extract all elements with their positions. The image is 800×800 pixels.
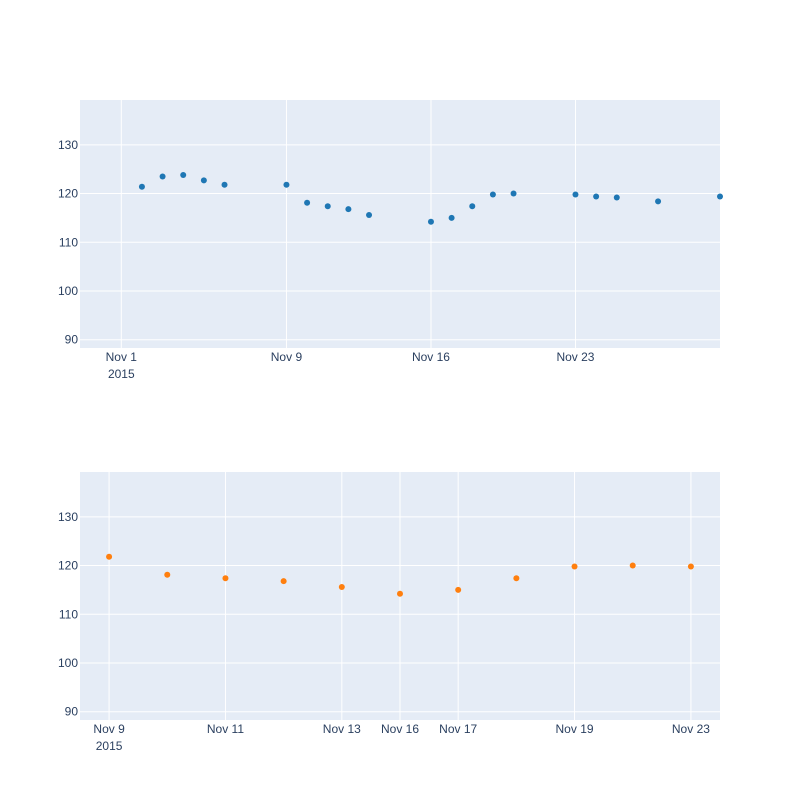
- data-point: [324, 203, 331, 210]
- data-point: [572, 191, 579, 198]
- x-tick-label: Nov 23: [556, 350, 594, 364]
- data-point: [571, 563, 578, 570]
- x-tick-label: Nov 23: [672, 722, 710, 736]
- data-point: [345, 206, 352, 213]
- x-tick-label: Nov 1: [106, 350, 138, 364]
- data-point: [593, 193, 600, 200]
- x-tick-label: Nov 9: [93, 722, 125, 736]
- y-tick-label: 120: [58, 187, 78, 201]
- y-tick-label: 100: [58, 284, 78, 298]
- data-point: [629, 562, 636, 569]
- data-point: [510, 190, 517, 197]
- data-point: [280, 578, 287, 585]
- y-tick-label: 90: [65, 333, 79, 347]
- data-point: [221, 181, 228, 188]
- y-tick-label: 90: [65, 705, 79, 719]
- data-point: [489, 191, 496, 198]
- data-point: [138, 183, 145, 190]
- data-point: [222, 575, 229, 582]
- x-tick-label: Nov 13: [323, 722, 361, 736]
- x-tick-year-label: 2015: [96, 739, 123, 753]
- data-point: [427, 218, 434, 225]
- x-tick-label: Nov 19: [556, 722, 594, 736]
- data-point: [717, 193, 723, 200]
- data-point: [513, 575, 520, 582]
- bottom-chart: 90 100 110 120 130 Nov 9 2015 Nov 11 Nov 13 Nov 1…: [58, 472, 720, 753]
- y-tick-label: 130: [58, 510, 78, 524]
- data-point: [180, 172, 187, 179]
- data-point: [338, 583, 345, 590]
- y-tick-label: 110: [59, 607, 78, 621]
- x-tick-label: Nov 11: [207, 722, 244, 736]
- data-point: [200, 177, 207, 184]
- data-point: [304, 199, 311, 206]
- data-point: [613, 194, 620, 201]
- data-point: [106, 553, 113, 560]
- y-tick-label: 110: [59, 235, 78, 249]
- x-tick-label: Nov 17: [439, 722, 477, 736]
- x-tick-year-label: 2015: [108, 367, 135, 381]
- data-point: [159, 173, 166, 180]
- data-point: [655, 198, 662, 205]
- data-point: [283, 181, 290, 188]
- top-chart: 90 100 110 120 130 Nov 1 2015 Nov 9 Nov 16 Nov 23: [58, 100, 723, 381]
- data-point: [455, 586, 462, 593]
- x-tick-label: Nov 16: [381, 722, 419, 736]
- data-point: [469, 203, 476, 210]
- data-point: [687, 563, 694, 570]
- x-tick-label: Nov 9: [271, 350, 303, 364]
- y-tick-label: 100: [58, 656, 78, 670]
- data-point: [397, 590, 403, 597]
- y-tick-label: 130: [58, 138, 78, 152]
- plot-background: [80, 100, 720, 348]
- data-point: [366, 211, 373, 218]
- data-point: [448, 214, 455, 221]
- x-tick-label: Nov 16: [412, 350, 450, 364]
- data-point: [164, 571, 171, 578]
- y-tick-label: 120: [58, 559, 78, 573]
